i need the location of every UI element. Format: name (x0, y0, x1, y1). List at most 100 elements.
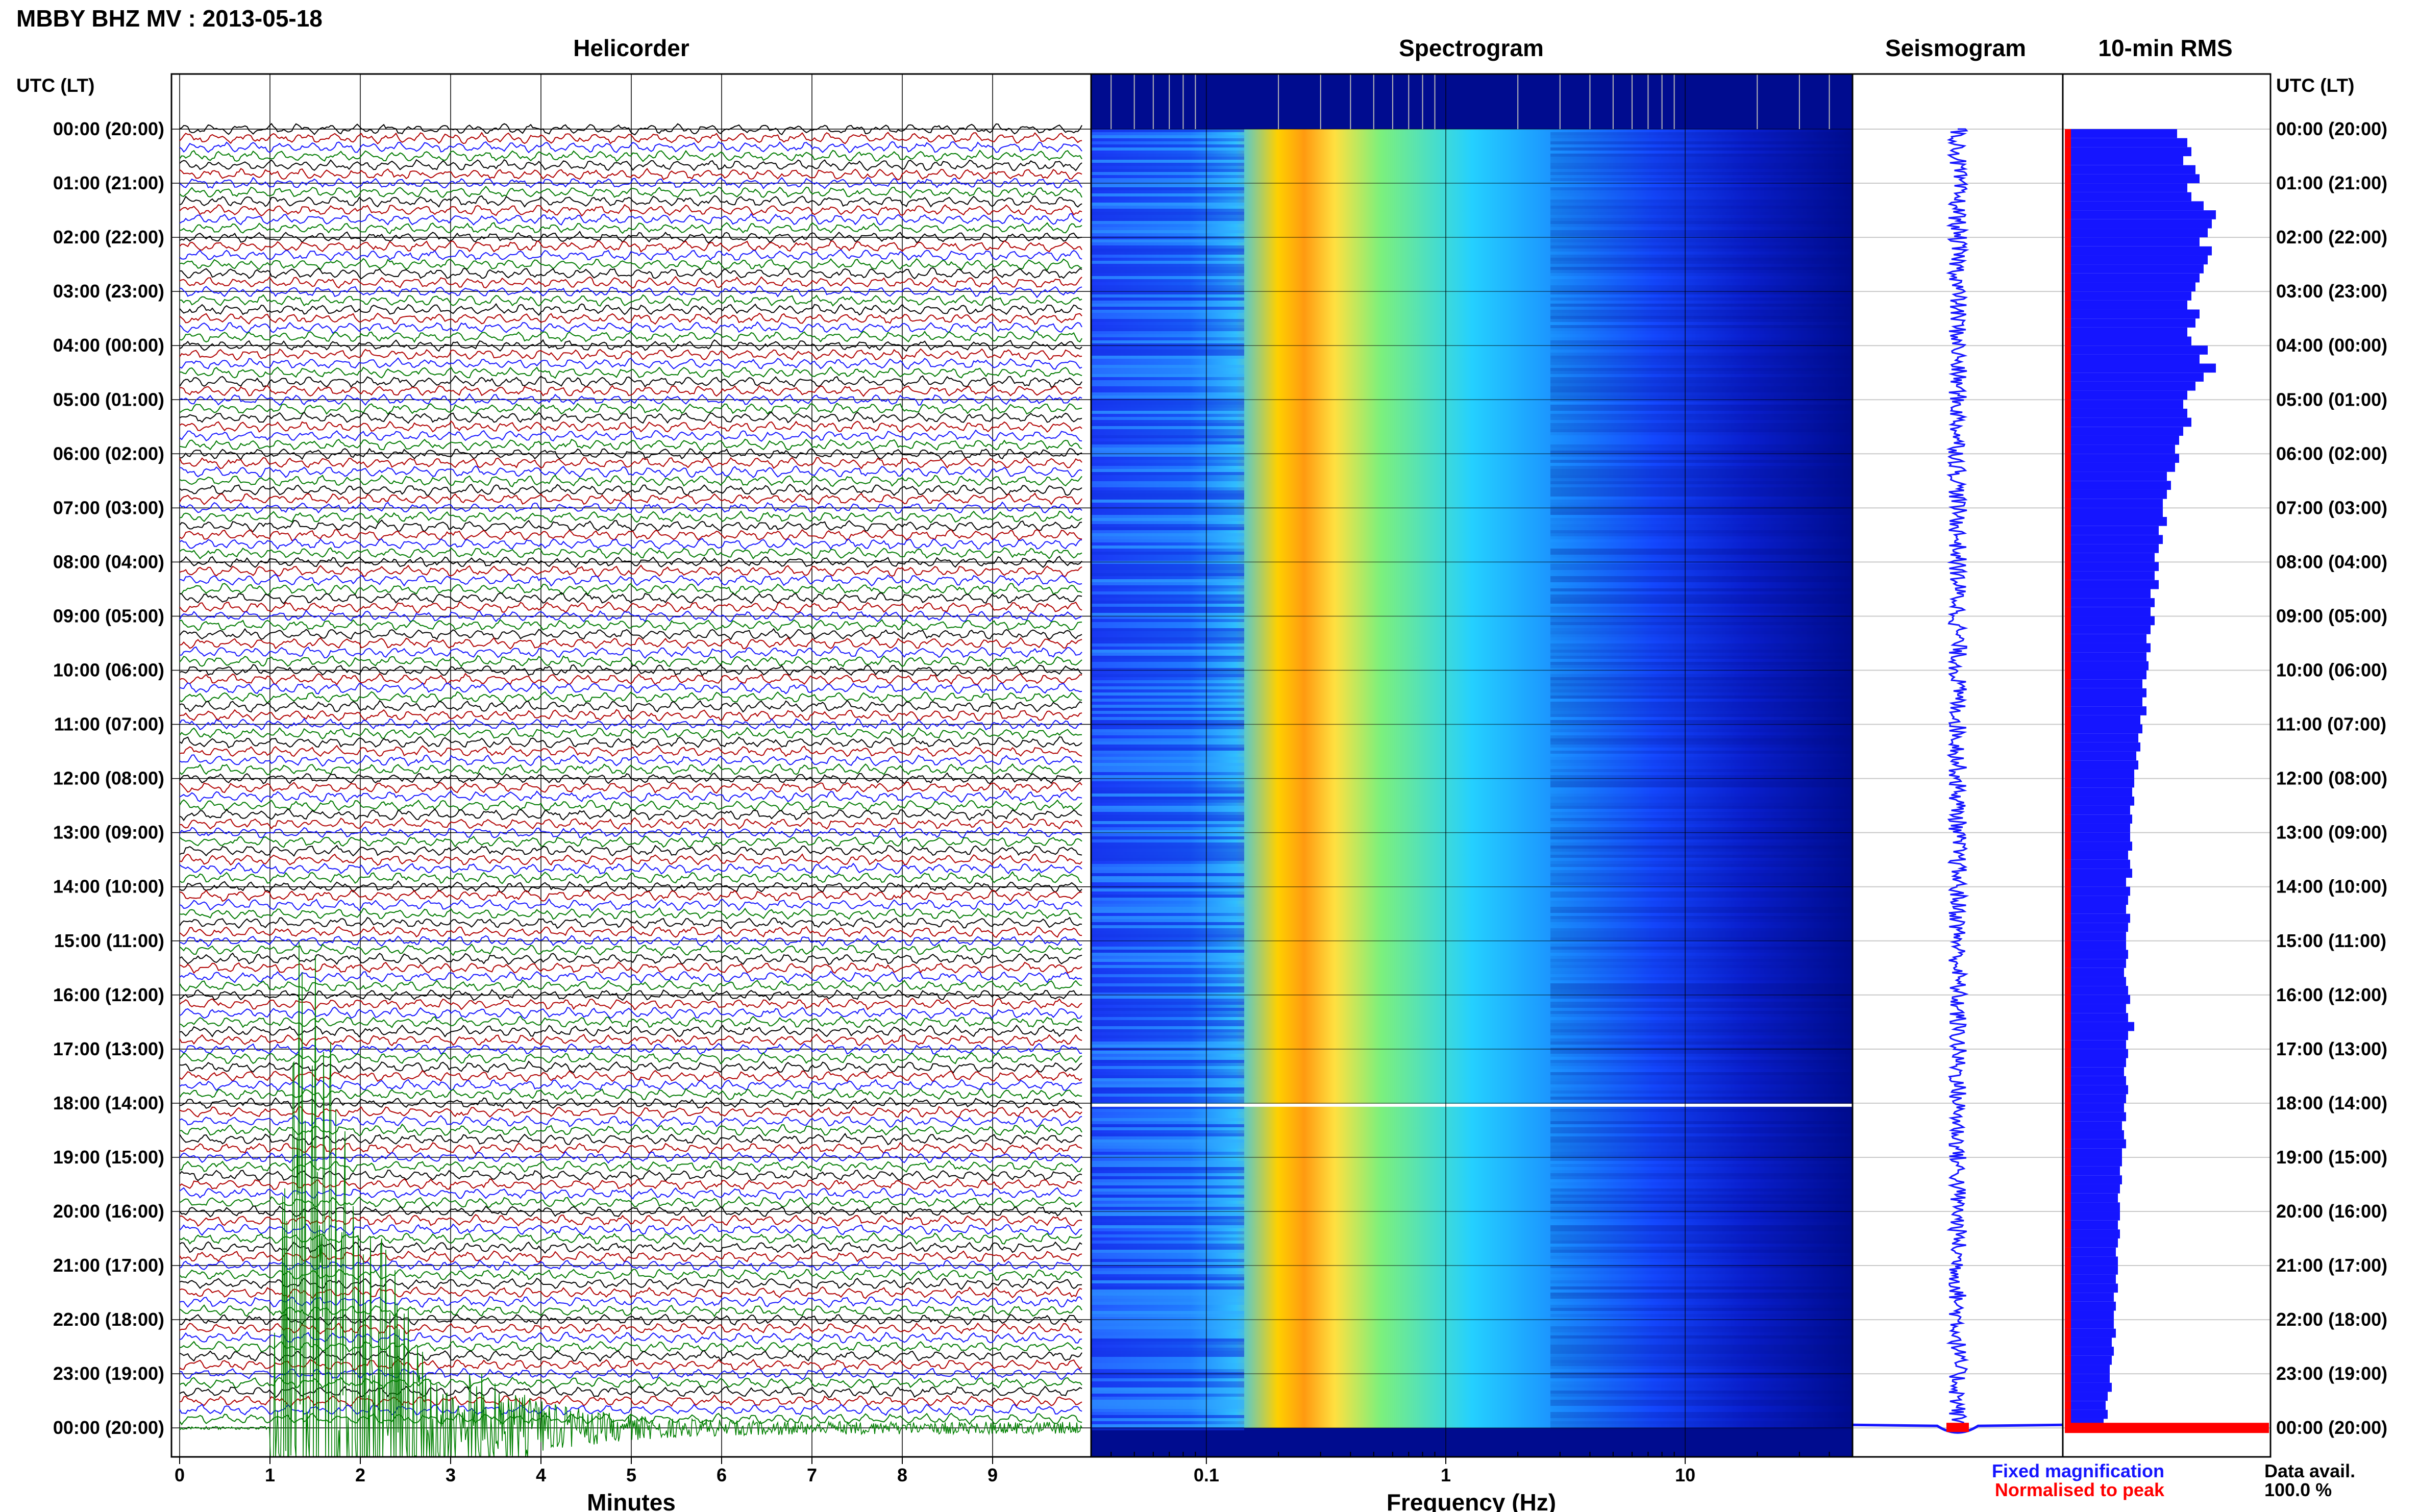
spectrogram-lowfreq-band (1091, 451, 1244, 454)
spectrogram-hifreq-band (1550, 1271, 1853, 1274)
spectrogram-lowfreq-band (1091, 319, 1244, 322)
rms-bar (2065, 201, 2204, 211)
rms-bar (2065, 1392, 2108, 1401)
spectrogram-lowfreq-band (1091, 1207, 1244, 1210)
helicorder-trace (179, 195, 1082, 208)
helicorder-trace (179, 1412, 1082, 1426)
spectrogram-hifreq-band (1550, 365, 1853, 368)
spectrogram-hifreq-band (1550, 913, 1853, 916)
spectrogram-hifreq-band (1550, 1296, 1853, 1299)
spectrogram-hifreq-band (1550, 524, 1853, 527)
rms-normalised-bar (2065, 670, 2071, 680)
rms-normalised-bar (2065, 1374, 2071, 1383)
spectrogram-hifreq-band (1550, 1084, 1853, 1087)
rms-normalised-bar (2065, 1382, 2071, 1392)
spectrogram-hifreq-band (1550, 1335, 1853, 1339)
spectrogram-hifreq-band (1550, 233, 1853, 236)
rms-bar (2065, 138, 2187, 147)
spectrogram-hifreq-band (1550, 1247, 1853, 1250)
helicorder-trace (179, 952, 1082, 965)
spectrogram-lowfreq-band (1091, 190, 1244, 193)
helicorder-trace (179, 763, 1082, 776)
rms-bar (2065, 706, 2146, 715)
spectrogram-lowfreq-band (1091, 913, 1244, 916)
spectrogram-lowfreq-band (1091, 1100, 1244, 1103)
rms-bar (2065, 273, 2200, 283)
spectrogram-lowfreq-band (1091, 1317, 1244, 1320)
spectrogram-hifreq-band (1550, 640, 1853, 643)
spectrogram-hifreq-band (1550, 1121, 1853, 1124)
rms-bar (2065, 832, 2130, 842)
seismogram-trace (1852, 128, 2063, 1434)
spectrogram-hifreq-band (1550, 190, 1853, 193)
spectrogram-lowfreq-band (1091, 622, 1244, 625)
spectrogram-hifreq-band (1550, 588, 1853, 591)
spectrogram-hifreq-band (1550, 212, 1853, 215)
seismogram-event (1852, 1423, 2063, 1434)
spectrogram-lowfreq-band (1091, 383, 1244, 386)
rms-normalised-bar (2065, 950, 2071, 959)
spectrogram-hifreq-band (1550, 674, 1853, 677)
rms-bar (2065, 688, 2146, 698)
time-tick-label: 02:00 (22:00) (2276, 227, 2387, 247)
spectrogram-hifreq-band (1550, 711, 1853, 714)
spectrogram-lowfreq-band (1091, 925, 1244, 928)
helicorder-trace (179, 799, 1082, 812)
helicorder-trace (179, 583, 1082, 596)
spectrogram-lowfreq-band (1091, 206, 1244, 209)
spectrogram-lowfreq-band (1091, 1360, 1244, 1363)
spectrogram-lowfreq-band (1091, 601, 1244, 604)
helicorder-trace (179, 1385, 1082, 1398)
spectrogram-hifreq-band (1550, 423, 1853, 426)
rms-normalised-bar (2065, 499, 2071, 508)
spectrogram-lowfreq-band (1091, 1271, 1244, 1274)
spectrogram-lowfreq-band (1091, 408, 1244, 411)
spectrogram-hifreq-band (1550, 151, 1853, 154)
spectrogram-lowfreq-band (1091, 252, 1244, 255)
helicorder-trace (179, 781, 1082, 794)
rms-normalised-bar (2065, 760, 2071, 770)
time-tick-label: 04:00 (00:00) (53, 335, 164, 356)
spectrogram-lowfreq-band (1091, 506, 1244, 509)
spectrogram-hifreq-band (1550, 784, 1853, 787)
spectrogram-hifreq-band (1550, 591, 1853, 594)
spectrogram-hifreq-band (1550, 1127, 1853, 1130)
spectrogram-lowfreq-band (1091, 680, 1244, 683)
helicorder-trace (179, 465, 1082, 478)
spectrogram-lowfreq-band (1091, 392, 1244, 395)
spectrogram-lowfreq-band (1091, 855, 1244, 858)
rms-bar (2065, 1328, 2116, 1338)
spectrogram-lowfreq-band (1091, 386, 1244, 389)
spectrogram-lowfreq-band (1091, 441, 1244, 444)
spectrogram-hifreq-band (1550, 754, 1853, 757)
helicorder-trace (179, 411, 1082, 424)
spectrogram-lowfreq-band (1091, 1228, 1244, 1231)
spectrogram-hifreq-band (1550, 193, 1853, 196)
spectrogram-lowfreq-band (1091, 258, 1244, 261)
spectrogram-lowfreq-band (1091, 846, 1244, 849)
rms-bar (2065, 787, 2132, 797)
spectrogram-hifreq-band (1550, 1198, 1853, 1201)
spectrogram-lowfreq-band (1091, 1136, 1244, 1139)
spectrogram-lowfreq-band (1091, 460, 1244, 463)
spectrogram-hifreq-band (1550, 1348, 1853, 1351)
spectrogram-lowfreq-band (1091, 239, 1244, 242)
helicorder-trace (179, 1394, 1082, 1407)
spectrogram-lowfreq-band (1091, 245, 1244, 249)
spectrogram-lowfreq-band (1091, 861, 1244, 864)
spectrogram-lowfreq-band (1091, 944, 1244, 947)
spectrogram-lowfreq-band (1091, 1045, 1244, 1048)
helicorder-trace (179, 348, 1082, 361)
rms-bar (2065, 1220, 2118, 1230)
spectrogram-hifreq-band (1550, 144, 1853, 147)
spectrogram-hifreq-band (1550, 818, 1853, 821)
rms-normalised-bar (2065, 345, 2071, 355)
rms-bar (2065, 1283, 2118, 1293)
spectrogram-hifreq-band (1550, 472, 1853, 475)
freq-tick-label: 10 (1675, 1465, 1695, 1485)
time-tick-label: 16:00 (12:00) (2276, 984, 2387, 1005)
spectrogram-hifreq-band (1550, 680, 1853, 683)
spectrogram-lowfreq-band (1091, 1311, 1244, 1314)
rms-bar (2065, 1347, 2114, 1356)
